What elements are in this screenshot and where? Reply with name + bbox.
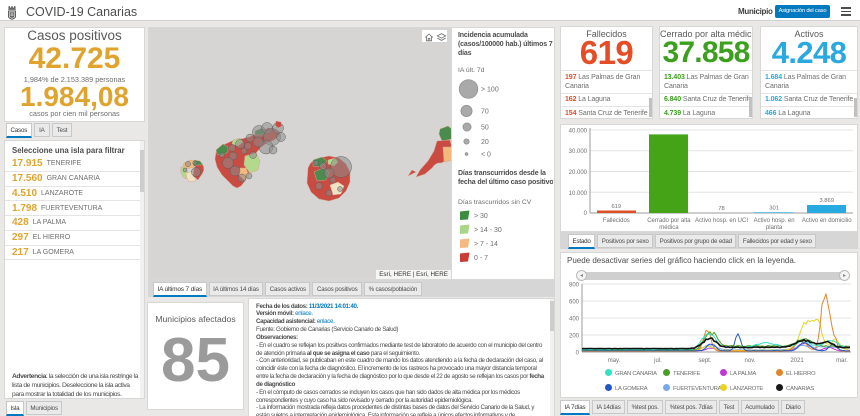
svg-text:619: 619 <box>611 204 621 210</box>
svg-text:sept.: sept. <box>698 358 711 364</box>
svg-text:0 - 7: 0 - 7 <box>474 255 488 262</box>
svg-text:78: 78 <box>718 206 724 212</box>
svg-text:Incidencia acumulada: Incidencia acumulada <box>458 32 528 39</box>
svg-text:días: días <box>458 50 472 57</box>
svg-text:jul.: jul. <box>653 358 662 364</box>
svg-text:40.000: 40.000 <box>569 129 588 135</box>
svg-text:nov.: nov. <box>745 358 756 364</box>
svg-text:Días trascurridos sin CV: Días trascurridos sin CV <box>458 199 532 206</box>
svg-text:Activo hosp. en UCI: Activo hosp. en UCI <box>695 218 748 224</box>
svg-text:301: 301 <box>769 206 779 212</box>
svg-text:planta: planta <box>766 225 783 231</box>
svg-text:20.000: 20.000 <box>569 170 588 176</box>
svg-text:fecha del último caso positivo: fecha del último caso positivo <box>458 179 553 186</box>
svg-text:70: 70 <box>481 109 489 116</box>
svg-text:médica: médica <box>659 225 679 231</box>
svg-text:Activo en domicilio: Activo en domicilio <box>802 218 852 224</box>
svg-text:may.: may. <box>608 358 621 364</box>
svg-text:800: 800 <box>569 283 580 289</box>
svg-text:400: 400 <box>569 317 580 323</box>
svg-text:Activo hosp. en: Activo hosp. en <box>754 218 795 224</box>
svg-text:20: 20 <box>481 139 489 146</box>
svg-text:2021: 2021 <box>790 358 804 364</box>
svg-text:< 0: < 0 <box>481 152 491 159</box>
svg-text:> 14 - 30: > 14 - 30 <box>474 227 502 234</box>
svg-text:3.869: 3.869 <box>819 198 834 204</box>
svg-text:(casos/100000 hab.) últimos 7: (casos/100000 hab.) últimos 7 <box>458 41 553 48</box>
svg-text:Días transcurridos desde la: Días transcurridos desde la <box>458 170 546 177</box>
svg-text:200: 200 <box>569 334 580 340</box>
svg-text:0: 0 <box>576 351 580 357</box>
svg-text:600: 600 <box>569 300 580 306</box>
svg-text:> 30: > 30 <box>474 213 488 220</box>
svg-text:Cerrado por alta: Cerrado por alta <box>647 218 691 224</box>
svg-text:> 7 - 14: > 7 - 14 <box>474 241 498 248</box>
svg-text:0: 0 <box>584 211 588 217</box>
svg-text:mar.: mar. <box>836 358 848 364</box>
svg-text:10.000: 10.000 <box>569 191 588 197</box>
svg-text:> 100: > 100 <box>481 87 499 94</box>
svg-text:50: 50 <box>481 125 489 132</box>
svg-text:30.000: 30.000 <box>569 149 588 155</box>
svg-text:Fallecidos: Fallecidos <box>603 218 630 224</box>
svg-text:IA últ. 7d: IA últ. 7d <box>458 67 485 74</box>
